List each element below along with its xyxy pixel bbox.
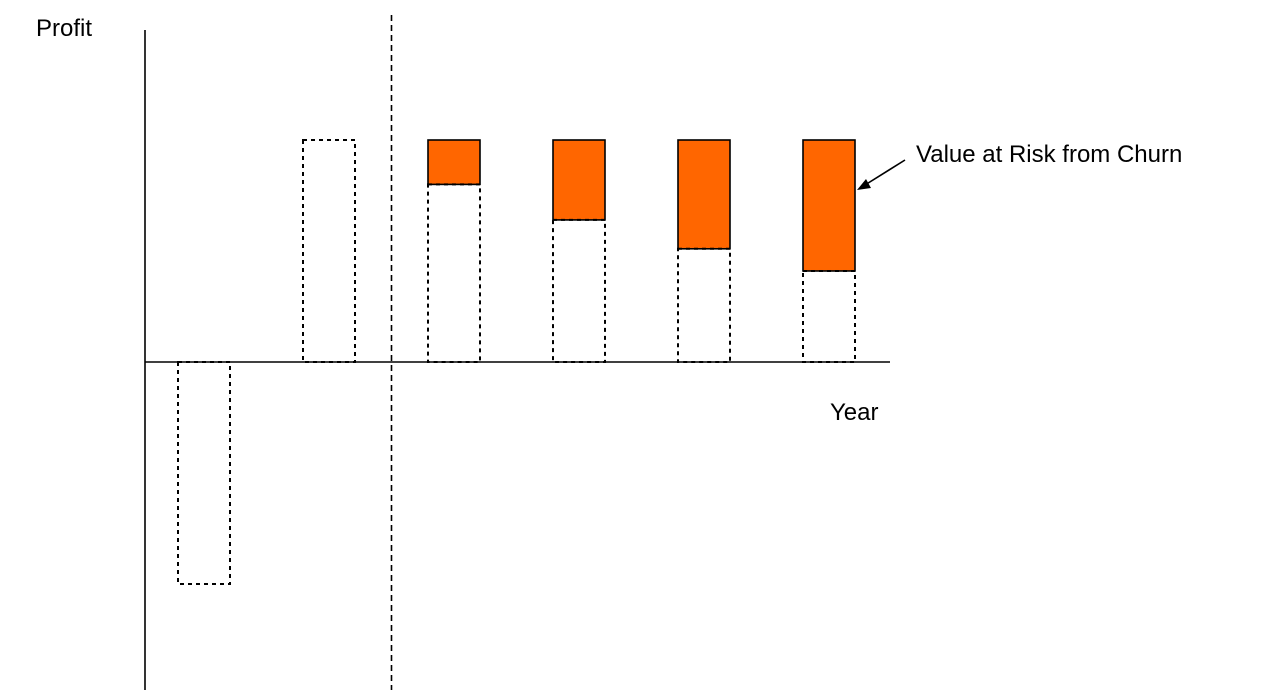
risk-bar — [802, 139, 856, 272]
annotation-label: Value at Risk from Churn — [916, 141, 1182, 168]
annotation-arrow — [864, 159, 906, 186]
y-axis-label: Profit — [36, 15, 92, 42]
profit-bar — [177, 361, 231, 585]
risk-bar — [552, 139, 606, 221]
risk-bar — [427, 139, 481, 186]
profit-bar — [802, 269, 856, 364]
profit-bar — [427, 183, 481, 363]
risk-bar — [677, 139, 731, 250]
x-axis-label: Year — [830, 399, 879, 426]
bars-layer — [177, 139, 856, 585]
profit-bar — [302, 139, 356, 363]
profit-bar — [677, 247, 731, 363]
annotation-arrowhead — [857, 179, 871, 190]
profit-bar — [552, 218, 606, 363]
